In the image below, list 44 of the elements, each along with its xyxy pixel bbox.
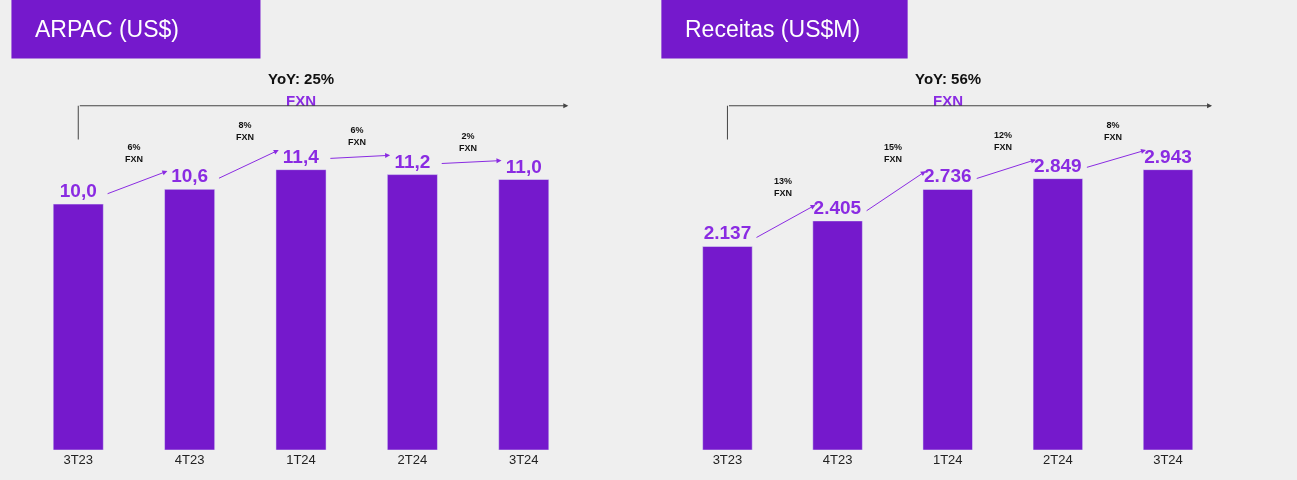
text: FXN bbox=[286, 92, 316, 109]
bar bbox=[922, 189, 973, 450]
x-tick-label: 3T24 bbox=[508, 452, 539, 467]
data-label: 2.405 bbox=[813, 196, 862, 218]
x-tick-label: 3T24 bbox=[1153, 452, 1183, 467]
x-tick-label: 2T24 bbox=[397, 452, 428, 467]
data-label: 2.137 bbox=[703, 222, 752, 244]
bar bbox=[164, 189, 215, 450]
data-label: 2.943 bbox=[1144, 145, 1192, 167]
x-tick-label: 3T23 bbox=[712, 452, 743, 467]
data-label: 11,2 bbox=[394, 150, 431, 172]
bar bbox=[702, 246, 753, 450]
text: 15% FXN bbox=[884, 142, 903, 164]
data-label: 2.736 bbox=[923, 165, 972, 187]
annotation: 13% FXN bbox=[774, 176, 793, 198]
text: 2% FXN bbox=[459, 131, 477, 153]
text: YoY: 25% bbox=[268, 70, 335, 87]
x-tick-label: 1T24 bbox=[286, 452, 316, 467]
text: FXN bbox=[933, 92, 963, 109]
data-label: 2.849 bbox=[1034, 154, 1082, 176]
bar bbox=[52, 203, 104, 450]
x-tick-label: 3T23 bbox=[63, 452, 94, 467]
text: 8% FXN bbox=[1104, 120, 1122, 142]
text: 12% FXN bbox=[994, 130, 1013, 152]
text: 6% FXN bbox=[348, 125, 366, 147]
x-tick-label: 2T24 bbox=[1043, 452, 1073, 467]
bar bbox=[498, 179, 550, 450]
data-label: 10,6 bbox=[171, 165, 209, 187]
bar bbox=[387, 174, 438, 450]
data-label: 11,4 bbox=[282, 145, 320, 167]
x-tick-label: 4T23 bbox=[822, 452, 853, 467]
bar bbox=[275, 169, 327, 450]
chart-title: Receitas (US$M) bbox=[685, 16, 861, 42]
x-tick-label: 4T23 bbox=[174, 452, 205, 467]
text: 8% FXN bbox=[236, 120, 254, 142]
bar bbox=[1142, 169, 1194, 450]
chart-title: ARPAC (US$) bbox=[35, 16, 179, 42]
text: 6% FXN bbox=[125, 142, 143, 164]
data-label: 10,0 bbox=[59, 180, 97, 202]
x-tick-label: 1T24 bbox=[932, 452, 963, 467]
text: YoY: 56% bbox=[915, 70, 982, 87]
bar bbox=[812, 220, 863, 450]
data-label: 11,0 bbox=[505, 155, 542, 177]
bar bbox=[1032, 178, 1083, 450]
